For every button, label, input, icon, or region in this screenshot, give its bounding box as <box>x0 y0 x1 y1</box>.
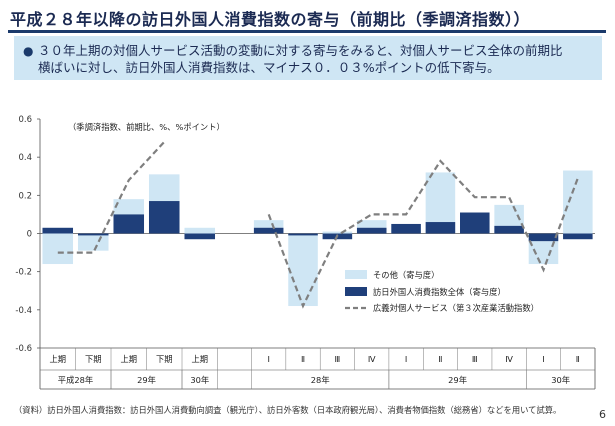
y-tick-label: 0.6 <box>18 115 32 125</box>
bar-inbound <box>425 222 456 234</box>
year-label: 28年 <box>311 375 330 385</box>
category-label: Ⅰ <box>267 354 269 364</box>
bar-other <box>77 233 109 251</box>
title-divider <box>8 30 606 33</box>
contribution-chart: 0.6 0.4 0.2 0 -0.2 -0.4 -0.6 （季調済指数、前期比、%、%ポイント… <box>15 115 596 390</box>
bar-inbound <box>148 201 180 234</box>
category-label: Ⅱ <box>438 354 442 364</box>
category-label: Ⅲ <box>472 354 478 364</box>
bar-inbound <box>42 227 74 234</box>
summary-box: ● ３０年上期の対個人サービス活動の変動に対する寄与をみると、対個人サービス全体… <box>14 36 602 80</box>
bar-other <box>322 231 353 234</box>
line-series-broad-services <box>57 141 166 254</box>
bar-inbound <box>288 233 318 236</box>
legend-swatch-inbound <box>345 287 367 296</box>
category-label: 下期 <box>156 354 173 364</box>
bar-other <box>288 233 318 307</box>
y-tick-label: -0.2 <box>15 268 32 278</box>
legend-label-other: その他（寄与度） <box>373 270 439 280</box>
y-tick-label: -0.4 <box>15 306 32 316</box>
legend-label-line: 広義対個人サービス（第３次産業活動指数） <box>373 303 539 313</box>
year-label: 29年 <box>137 375 156 385</box>
unit-note: （季調済指数、前期比、%、%ポイント） <box>68 122 225 132</box>
bar-inbound <box>460 212 490 234</box>
category-label: Ⅱ <box>301 354 305 364</box>
category-label: Ⅰ <box>405 354 407 364</box>
bar-other <box>184 227 216 234</box>
category-label: 上期 <box>120 354 137 364</box>
summary-line-1: ３０年上期の対個人サービス活動の変動に対する寄与をみると、対個人サービス全体の前… <box>38 43 563 58</box>
year-label: 30年 <box>551 375 570 385</box>
bar-inbound <box>253 227 284 234</box>
bullet-icon: ● <box>23 44 34 58</box>
bar-inbound <box>391 223 421 234</box>
category-label: Ⅱ <box>576 354 580 364</box>
line-series-broad-services <box>267 159 579 309</box>
bar-inbound <box>356 227 387 234</box>
legend-label-inbound: 訪日外国人消費指数全体（寄与度） <box>373 287 506 297</box>
y-tick-label: 0.4 <box>18 153 32 163</box>
bar-inbound <box>563 233 593 240</box>
year-label: 29年 <box>448 375 467 385</box>
bar-inbound <box>77 233 109 236</box>
category-label: Ⅰ <box>542 354 544 364</box>
category-label: Ⅳ <box>368 354 376 364</box>
bar-inbound <box>494 225 524 234</box>
y-tick-label: 0.2 <box>18 191 32 201</box>
summary-line-2: 横ばいに対し、訪日外国人消費指数は、マイナス０．０３%ポイントの低下寄与。 <box>38 60 500 75</box>
year-label: 平成28年 <box>58 375 93 385</box>
bar-inbound <box>528 233 559 242</box>
page-title: 平成２８年以降の訪日外国人消費指数の寄与（前期比（季調済指数）） <box>10 10 531 29</box>
bar-other <box>42 233 74 265</box>
category-label: Ⅳ <box>505 354 513 364</box>
category-label: 上期 <box>49 354 66 364</box>
source-note: （資料）訪日外国人消費指数：訪日外国人消費動向調査（観光庁）、訪日外客数（日本政… <box>14 405 562 415</box>
bar-inbound <box>184 233 216 240</box>
legend-swatch-other <box>345 270 367 279</box>
page-number: 6 <box>599 408 606 421</box>
category-label: 上期 <box>191 354 208 364</box>
bar-inbound <box>113 214 145 234</box>
y-tick-label: 0 <box>27 230 32 240</box>
category-label: 下期 <box>85 354 102 364</box>
year-label: 30年 <box>190 375 209 385</box>
category-label: Ⅲ <box>335 354 341 364</box>
y-tick-label: -0.6 <box>15 344 32 354</box>
